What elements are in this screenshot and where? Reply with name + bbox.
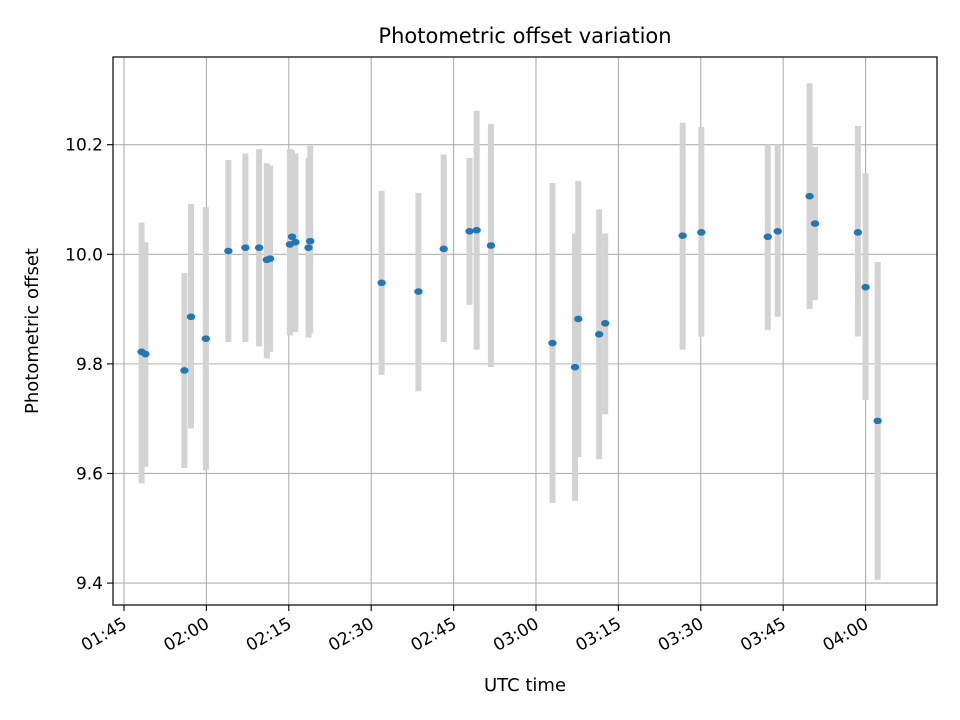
data-point: [306, 237, 315, 245]
data-point: [873, 417, 882, 425]
y-tick-label: 10.2: [65, 136, 103, 156]
data-point: [678, 232, 687, 239]
data-point: [414, 288, 423, 295]
data-point: [763, 233, 773, 241]
point-layer: [137, 192, 882, 425]
data-point: [201, 335, 211, 342]
data-point: [465, 227, 474, 235]
chart-title: Photometric offset variation: [378, 24, 671, 48]
data-point: [861, 283, 870, 291]
data-point: [141, 350, 150, 358]
data-point: [439, 245, 448, 253]
data-point: [377, 279, 386, 287]
x-axis-label: UTC time: [484, 675, 566, 696]
data-point: [265, 255, 275, 262]
data-point: [486, 242, 496, 249]
data-point: [574, 315, 583, 323]
y-axis: 9.4 9.6 9.8 10.0 10.2: [65, 136, 113, 594]
y-axis-label: Photometric offset: [22, 248, 43, 414]
data-point: [697, 229, 706, 236]
data-point: [594, 330, 604, 338]
data-point: [254, 244, 264, 252]
data-point: [186, 313, 196, 321]
y-tick-label: 9.4: [76, 574, 103, 594]
data-point: [287, 233, 297, 241]
data-point: [180, 367, 189, 374]
data-point: [805, 192, 814, 200]
y-tick-label: 10.0: [65, 245, 103, 265]
data-point: [472, 226, 481, 234]
data-point: [570, 363, 580, 371]
data-point: [304, 244, 313, 252]
y-tick-label: 9.8: [76, 355, 103, 375]
data-point: [773, 227, 782, 235]
data-point: [548, 339, 557, 347]
data-point: [601, 320, 610, 327]
data-point: [810, 220, 820, 227]
y-tick-label: 9.6: [76, 464, 103, 484]
data-point: [224, 247, 233, 255]
data-point: [241, 244, 250, 252]
data-point: [853, 229, 863, 236]
data-point: [291, 238, 300, 246]
plot-frame: [112, 56, 938, 606]
